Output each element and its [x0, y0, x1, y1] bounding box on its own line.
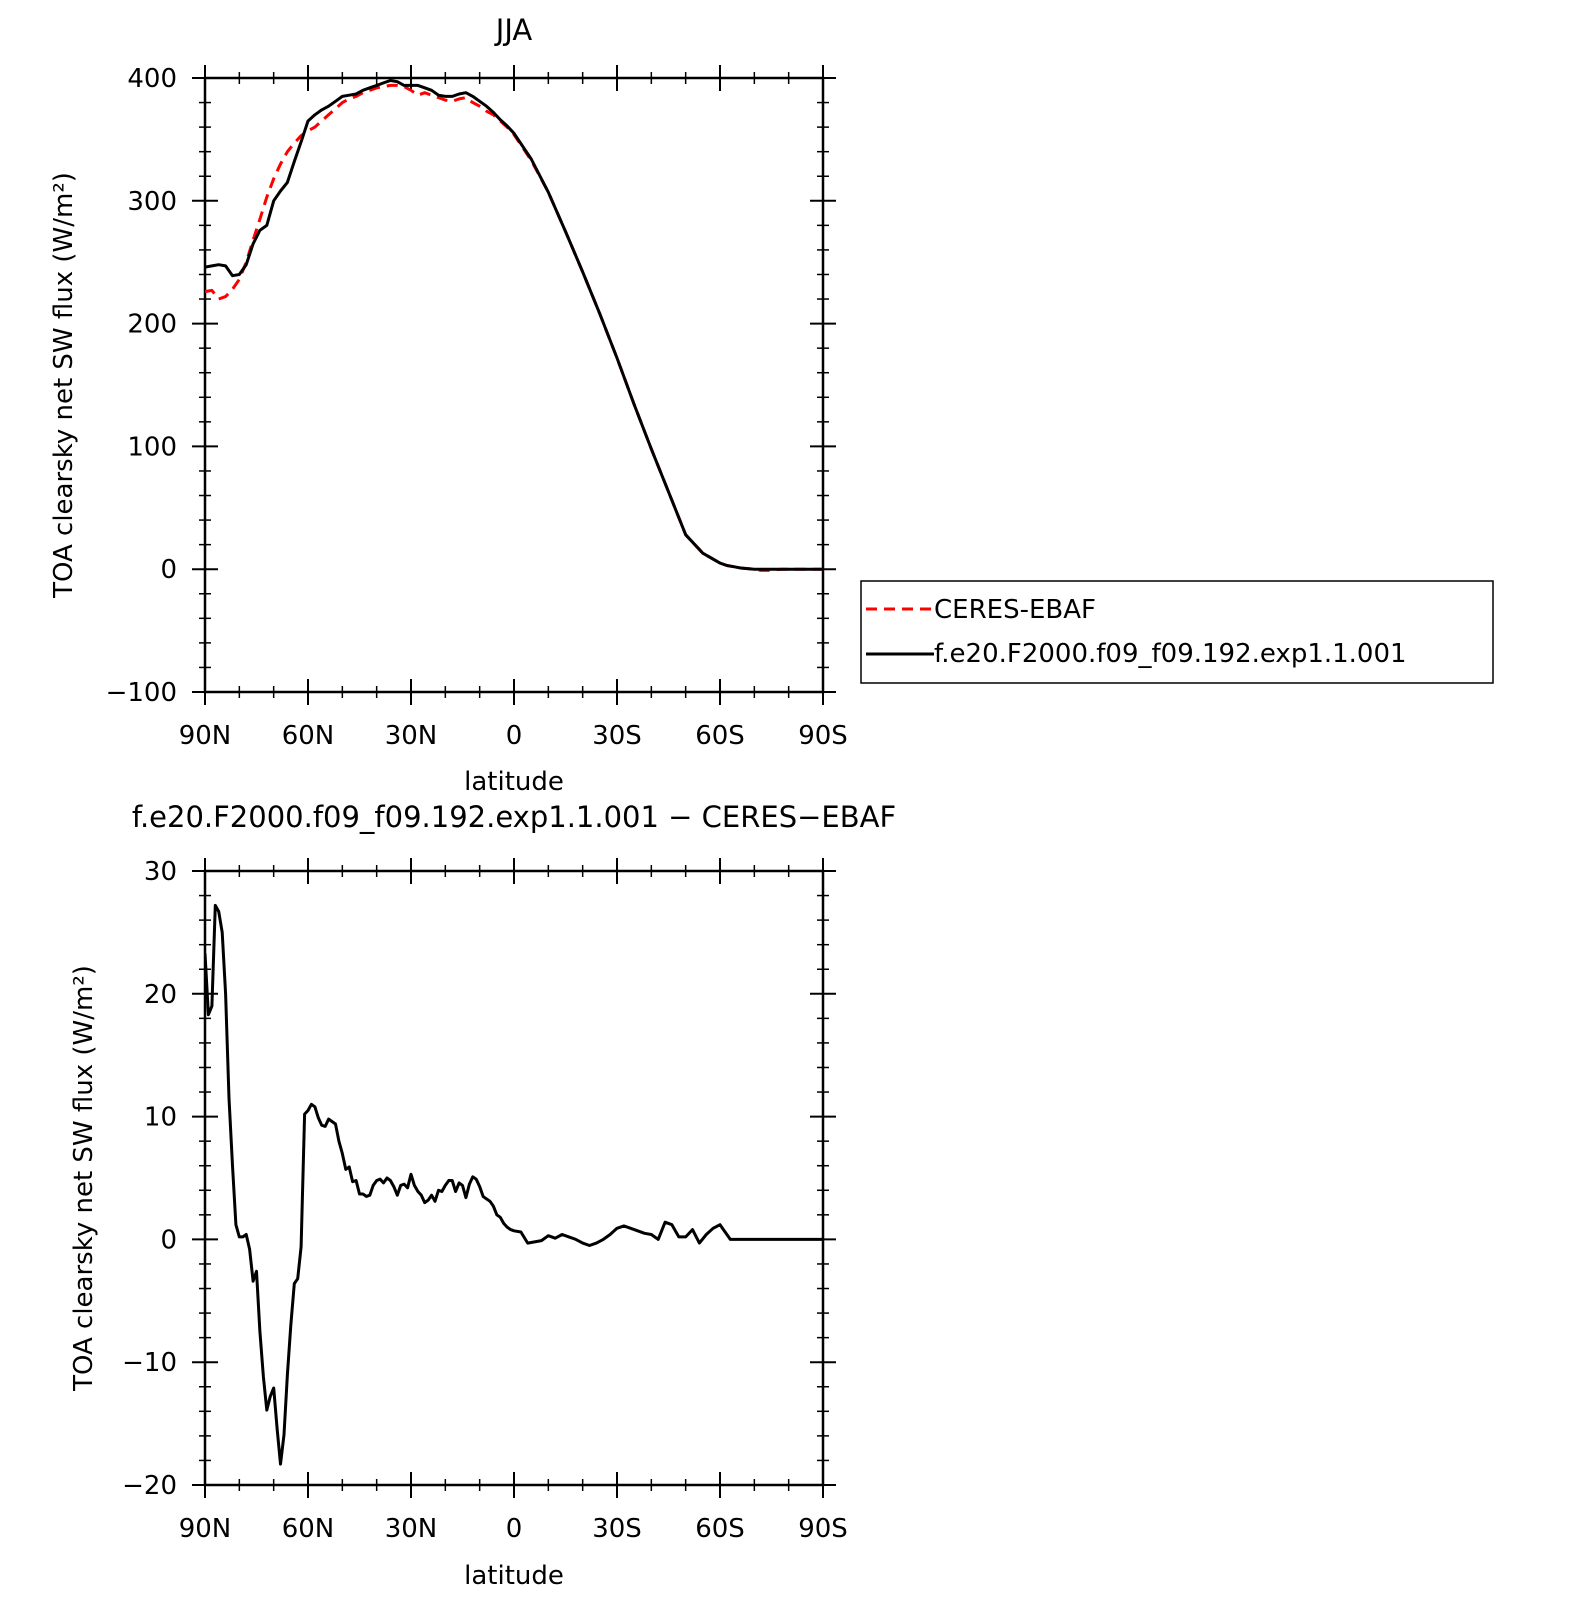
series-line-0: [205, 83, 823, 572]
x-tick-label: 30N: [385, 721, 438, 751]
top-chart-xlabel: latitude: [464, 767, 564, 797]
bottom-chart-series: [205, 903, 823, 1466]
x-tick-label: 90S: [798, 721, 848, 751]
y-tick-label: 0: [160, 555, 177, 585]
y-tick-label: −10: [122, 1348, 177, 1378]
top-chart-axes: −100 0 100 200 300 400 90N 60N 30N 0 30S 60S 90S: [106, 64, 848, 751]
x-tick-label: 30S: [592, 721, 642, 751]
y-tick-label: −100: [106, 678, 177, 708]
y-tick-label: −20: [122, 1471, 177, 1501]
x-tick-label: 0: [506, 721, 523, 751]
y-tick-label: 400: [127, 64, 177, 94]
x-tick-label: 90N: [179, 721, 232, 751]
y-tick-label: 0: [160, 1225, 177, 1255]
bottom-chart-axes: −20 −10 0 10 20 30 90N 60N 30N 0 30S 60S 90S: [122, 857, 848, 1544]
top-chart-ylabel: TOA clearsky net SW flux (W/m²): [49, 172, 79, 599]
x-tick-label: 60S: [695, 721, 745, 751]
plot-frame: [203, 76, 825, 694]
top-chart-series: [205, 79, 823, 572]
y-tick-label: 10: [144, 1103, 177, 1133]
y-tick-label: 200: [127, 310, 177, 340]
legend-label-model: f.e20.F2000.f09_f09.192.exp1.1.001: [934, 639, 1407, 669]
bottom-chart-title: f.e20.F2000.f09_f09.192.exp1.1.001 − CER…: [132, 800, 896, 834]
x-tick-label: 60N: [282, 721, 335, 751]
legend: CERES-EBAF f.e20.F2000.f09_f09.192.exp1.…: [860, 580, 1494, 684]
x-tick-label: 90N: [179, 1514, 232, 1544]
x-tick-label: 30N: [385, 1514, 438, 1544]
top-chart-title: JJA: [494, 13, 533, 47]
x-tick-label: 30S: [592, 1514, 642, 1544]
legend-box: [860, 580, 1494, 684]
bottom-chart: f.e20.F2000.f09_f09.192.exp1.1.001 − CER…: [69, 800, 896, 1591]
y-tick-label: 100: [127, 432, 177, 462]
bottom-chart-ylabel: TOA clearsky net SW flux (W/m²): [69, 965, 99, 1392]
y-tick-label: 300: [127, 187, 177, 217]
x-tick-label: 0: [506, 1514, 523, 1544]
top-chart: JJA −100 0 100 200 300 400 90N 60N 30N 0 30S 60S 90S…: [49, 13, 848, 797]
series-line-0: [205, 903, 823, 1466]
legend-label-ceres: CERES-EBAF: [934, 595, 1096, 625]
x-tick-label: 60N: [282, 1514, 335, 1544]
bottom-chart-xlabel: latitude: [464, 1561, 564, 1591]
series-line-1: [205, 79, 823, 571]
x-tick-label: 90S: [798, 1514, 848, 1544]
x-tick-label: 60S: [695, 1514, 745, 1544]
y-tick-label: 30: [144, 857, 177, 887]
plot-frame: [203, 869, 825, 1487]
y-tick-label: 20: [144, 980, 177, 1010]
